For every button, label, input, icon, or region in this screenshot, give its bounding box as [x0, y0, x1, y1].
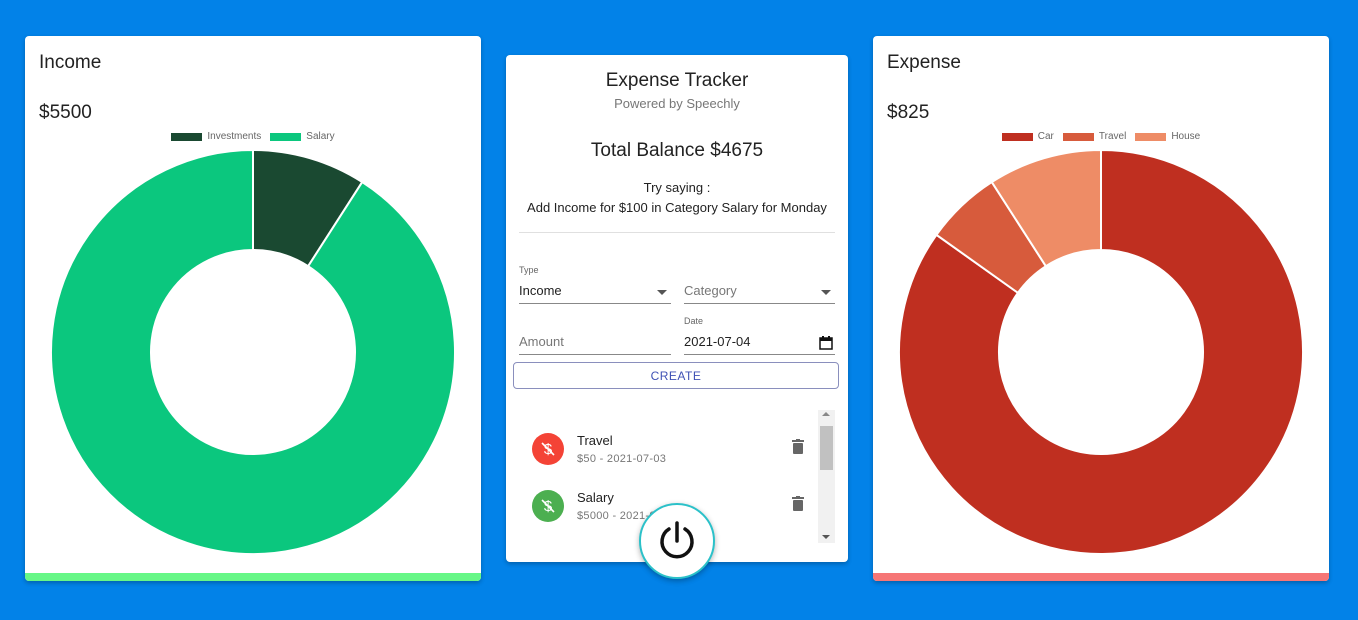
category-placeholder: Category: [684, 283, 737, 298]
calendar-icon[interactable]: [819, 336, 833, 350]
power-icon: [660, 521, 694, 559]
legend-label: House: [1171, 131, 1201, 142]
date-label: Date: [684, 316, 704, 326]
list-scrollbar[interactable]: [818, 410, 835, 543]
expense-bottom-bar: [873, 573, 1329, 581]
transaction-name: Salary: [577, 490, 614, 505]
expense-legend: Car Travel House: [873, 131, 1329, 142]
try-saying-label: Try saying :: [643, 180, 711, 195]
tracker-title: Expense Tracker: [605, 70, 749, 91]
type-label: Type: [519, 265, 539, 275]
legend-label: Salary: [306, 131, 335, 142]
donut-slice-salary[interactable]: [50, 148, 456, 555]
scroll-down-arrow-icon[interactable]: [822, 535, 830, 539]
speechly-power-button[interactable]: [639, 503, 715, 579]
delete-icon[interactable]: [792, 496, 804, 511]
money-off-icon: $: [541, 441, 555, 458]
amount-input[interactable]: Amount: [519, 334, 671, 355]
type-select[interactable]: Type Income: [519, 265, 671, 304]
transaction-detail: $5000 - 2021-07-: [577, 510, 667, 522]
legend-item-car[interactable]: Car: [1001, 131, 1054, 142]
income-bottom-bar: [25, 573, 481, 581]
legend-swatch: [270, 132, 302, 141]
expense-amount: $825: [887, 102, 930, 123]
scroll-up-arrow-icon[interactable]: [822, 412, 830, 416]
create-button[interactable]: CREATE: [513, 362, 839, 389]
income-card: Income $5500 Investments Salary: [25, 36, 481, 581]
income-amount: $5500: [39, 102, 92, 123]
expense-card: Expense $825 Car Travel House: [873, 36, 1329, 581]
transaction-detail: $50 - 2021-07-03: [577, 453, 667, 465]
date-value: 2021-07-04: [684, 334, 751, 349]
legend-swatch: [1062, 132, 1094, 141]
list-item[interactable]: $ Salary $5000 - 2021-07-: [519, 482, 819, 532]
transaction-list[interactable]: $ Travel $50 - 2021-07-03 $ Salary $5000…: [519, 410, 835, 543]
tracker-card: Expense Tracker Powered by Speechly Tota…: [506, 55, 848, 562]
income-title: Income: [39, 52, 102, 73]
expense-title: Expense: [887, 52, 961, 73]
donut-slice-house[interactable]: [990, 148, 1102, 268]
transaction-name: Travel: [577, 433, 613, 448]
list-item[interactable]: $ Travel $50 - 2021-07-03: [519, 425, 819, 475]
legend-swatch: [171, 132, 203, 141]
income-legend: Investments Salary: [25, 131, 481, 142]
scroll-thumb[interactable]: [820, 426, 833, 470]
type-value: Income: [519, 283, 562, 298]
category-select[interactable]: Category: [684, 283, 835, 304]
legend-item-house[interactable]: House: [1135, 131, 1200, 142]
transaction-avatar: $: [532, 490, 564, 522]
chevron-down-icon: [657, 290, 667, 295]
legend-label: Investments: [207, 131, 262, 142]
donut-slice-car[interactable]: [898, 148, 1304, 555]
chevron-down-icon: [821, 290, 831, 295]
legend-swatch: [1001, 132, 1033, 141]
legend-item-salary[interactable]: Salary: [270, 131, 335, 142]
example-phrase: Add Income for $100 in Category Salary f…: [527, 200, 827, 215]
expense-donut-chart: [898, 148, 1304, 555]
income-donut-chart: [50, 148, 456, 555]
delete-icon[interactable]: [792, 439, 804, 454]
total-balance: Total Balance $4675: [590, 140, 764, 161]
amount-placeholder: Amount: [519, 334, 564, 349]
legend-swatch: [1135, 132, 1167, 141]
legend-item-travel[interactable]: Travel: [1062, 131, 1127, 142]
legend-label: Car: [1037, 131, 1054, 142]
money-icon: $: [541, 498, 555, 515]
legend-item-investments[interactable]: Investments: [171, 131, 261, 142]
divider: [519, 232, 835, 233]
tracker-subtitle: Powered by Speechly: [614, 96, 740, 111]
transaction-avatar: $: [532, 433, 564, 465]
legend-label: Travel: [1098, 131, 1127, 142]
date-input[interactable]: Date 2021-07-04: [684, 316, 835, 355]
